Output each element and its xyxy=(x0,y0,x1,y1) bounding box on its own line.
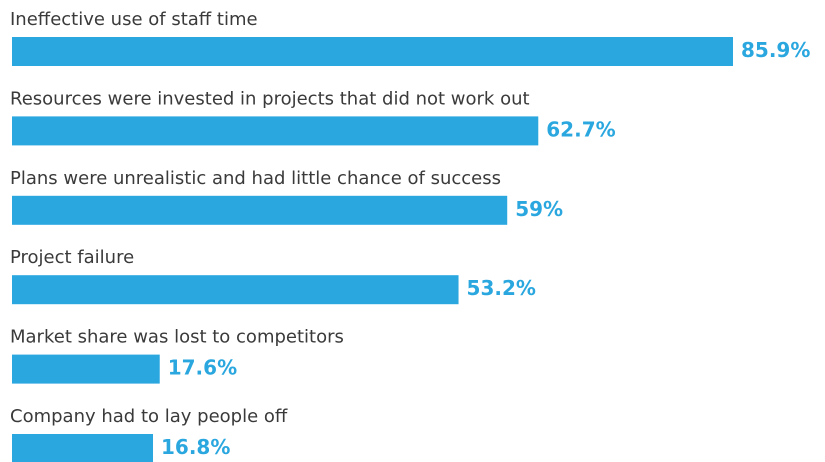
bar xyxy=(12,195,508,225)
bar xyxy=(12,37,733,66)
category-label: Plans were unrealistic and had little ch… xyxy=(10,168,501,189)
category-label: Company had to lay people off xyxy=(10,406,288,427)
value-label: 16.8% xyxy=(161,435,230,459)
category-label: Ineffective use of staff time xyxy=(10,9,258,30)
bar xyxy=(12,434,154,462)
bar xyxy=(12,354,160,384)
bar xyxy=(12,116,539,146)
value-label: 53.2% xyxy=(467,276,536,300)
value-label: 17.6% xyxy=(168,356,237,380)
category-label: Project failure xyxy=(10,247,134,268)
category-label: Market share was lost to competitors xyxy=(10,327,344,348)
value-label: 62.7% xyxy=(546,117,615,141)
value-label: 59% xyxy=(515,197,563,221)
category-label: Resources were invested in projects that… xyxy=(10,88,530,109)
bar xyxy=(12,275,459,305)
value-label: 85.9% xyxy=(741,38,810,62)
